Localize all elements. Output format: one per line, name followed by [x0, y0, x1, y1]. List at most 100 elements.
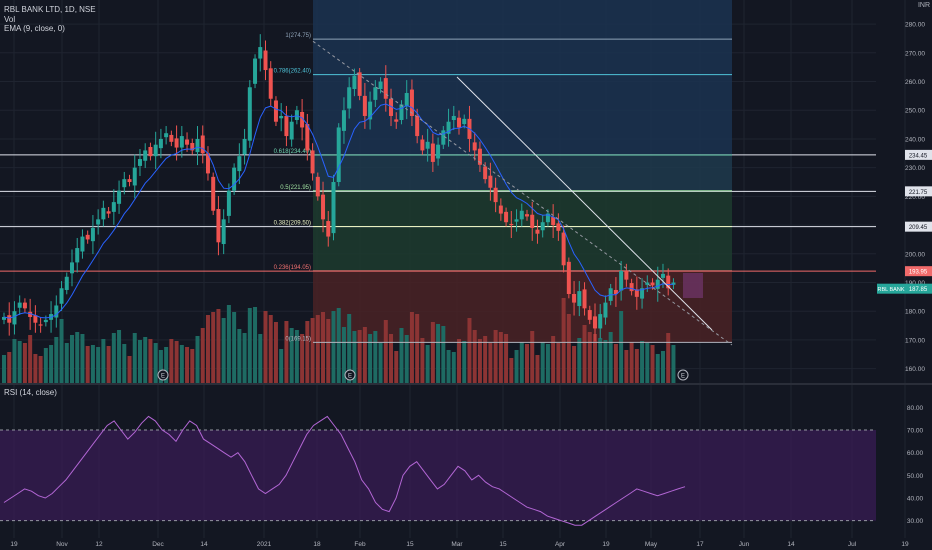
- candle-body: [164, 133, 169, 138]
- candle: [111, 189, 116, 225]
- candle: [143, 143, 148, 168]
- candle-body: [425, 141, 430, 149]
- fib-zone-1: [313, 74, 732, 156]
- ema-line: [3, 103, 674, 319]
- candle-body: [587, 310, 592, 320]
- candle: [232, 163, 237, 195]
- rsi-tick-4: 70.00: [907, 428, 924, 435]
- volume-bar: [111, 333, 116, 383]
- candle-body: [666, 275, 671, 289]
- volume-bar: [341, 327, 346, 383]
- candle-body: [373, 87, 378, 100]
- volume-bar: [457, 339, 462, 383]
- candle: [577, 281, 582, 317]
- candle-body: [566, 261, 571, 294]
- candle-body: [111, 202, 116, 212]
- candle-body: [237, 156, 242, 172]
- candle: [122, 171, 127, 195]
- candle-body: [326, 221, 331, 237]
- time-tick-3: Dec: [152, 541, 164, 548]
- candle: [640, 278, 645, 309]
- candle: [357, 68, 362, 101]
- candle: [247, 80, 252, 148]
- candle: [59, 281, 64, 311]
- ema-legend: EMA (9, close, 0): [4, 24, 65, 33]
- volume-bar: [247, 308, 252, 383]
- candle-body: [2, 316, 6, 320]
- volume-bar: [425, 345, 430, 383]
- candle: [164, 126, 169, 145]
- volume-bar: [273, 322, 278, 383]
- volume-bar: [205, 315, 210, 383]
- candle: [457, 110, 462, 135]
- time-tick-10: 15: [499, 541, 507, 548]
- candle-body: [477, 148, 482, 165]
- level-badge: [905, 186, 932, 197]
- fib-label-2: 0.618(234.40): [274, 149, 311, 155]
- volume-bar: [572, 346, 577, 383]
- candle: [132, 154, 137, 199]
- volume-bar: [164, 347, 169, 383]
- price-badge: [905, 283, 932, 294]
- price-tick-3: 190.00: [905, 280, 925, 287]
- candle: [441, 126, 446, 149]
- level-label-2: 209.45: [905, 221, 932, 232]
- candle: [525, 209, 529, 221]
- candle: [101, 200, 106, 227]
- volume-bar: [289, 328, 294, 383]
- candle-body: [232, 167, 237, 191]
- candle-body: [101, 207, 106, 220]
- candle-body: [624, 271, 629, 280]
- candle: [509, 211, 514, 239]
- time-tick-13: May: [645, 541, 658, 548]
- candle: [446, 108, 451, 147]
- candle: [603, 295, 608, 325]
- price-labels: 234.45 221.75 209.45 193.95 RBL BANK 187.85: [877, 149, 932, 294]
- volume-legend: Vol: [4, 15, 16, 24]
- candle-body: [613, 289, 618, 294]
- volume-bar: [258, 334, 263, 383]
- candle-body: [64, 276, 69, 290]
- volume-bar: [545, 344, 550, 383]
- volume-bar: [122, 344, 127, 383]
- volume-bar: [519, 342, 524, 383]
- time-tick-4: 14: [200, 541, 208, 548]
- candle: [43, 315, 48, 327]
- candle-body: [655, 279, 660, 289]
- candle-body: [17, 302, 22, 308]
- price-tick-9: 250.00: [905, 108, 925, 115]
- volume-bar: [12, 339, 17, 383]
- candle: [425, 128, 430, 162]
- rsi-tick-1: 40.00: [907, 496, 924, 503]
- level-badge: [905, 266, 932, 277]
- candle-body: [33, 315, 38, 323]
- volume-bar: [148, 339, 153, 383]
- volume-bar: [488, 343, 493, 383]
- candle: [205, 146, 210, 181]
- candle: [263, 40, 268, 81]
- candle-body: [336, 127, 341, 183]
- candle-body: [75, 248, 80, 263]
- candle: [17, 295, 22, 315]
- level-label-1: 221.75: [905, 186, 932, 197]
- candle-body: [640, 288, 645, 299]
- volume-bar: [200, 328, 205, 383]
- candle-body: [211, 176, 216, 211]
- volume-bar: [629, 342, 634, 383]
- time-axis[interactable]: 19 Nov 12 Dec 14 2021 18 Feb 15 Mar 15 Apr 19 May 17 Ju…: [10, 541, 909, 548]
- volume-bar: [509, 358, 514, 383]
- fib-zone-0: [313, 39, 732, 75]
- volume-bar: [582, 325, 587, 383]
- volume-bar: [666, 333, 671, 383]
- candle-body: [650, 282, 655, 286]
- candle-body: [556, 223, 561, 231]
- volume-bar: [174, 341, 179, 383]
- fib-label-0: 1(274.75): [285, 33, 311, 39]
- price-tick-8: 240.00: [905, 136, 925, 143]
- candle: [399, 100, 404, 125]
- candle-body: [629, 283, 634, 292]
- candle: [305, 113, 310, 161]
- volume-bar: [598, 338, 603, 383]
- volume-bar: [373, 331, 378, 383]
